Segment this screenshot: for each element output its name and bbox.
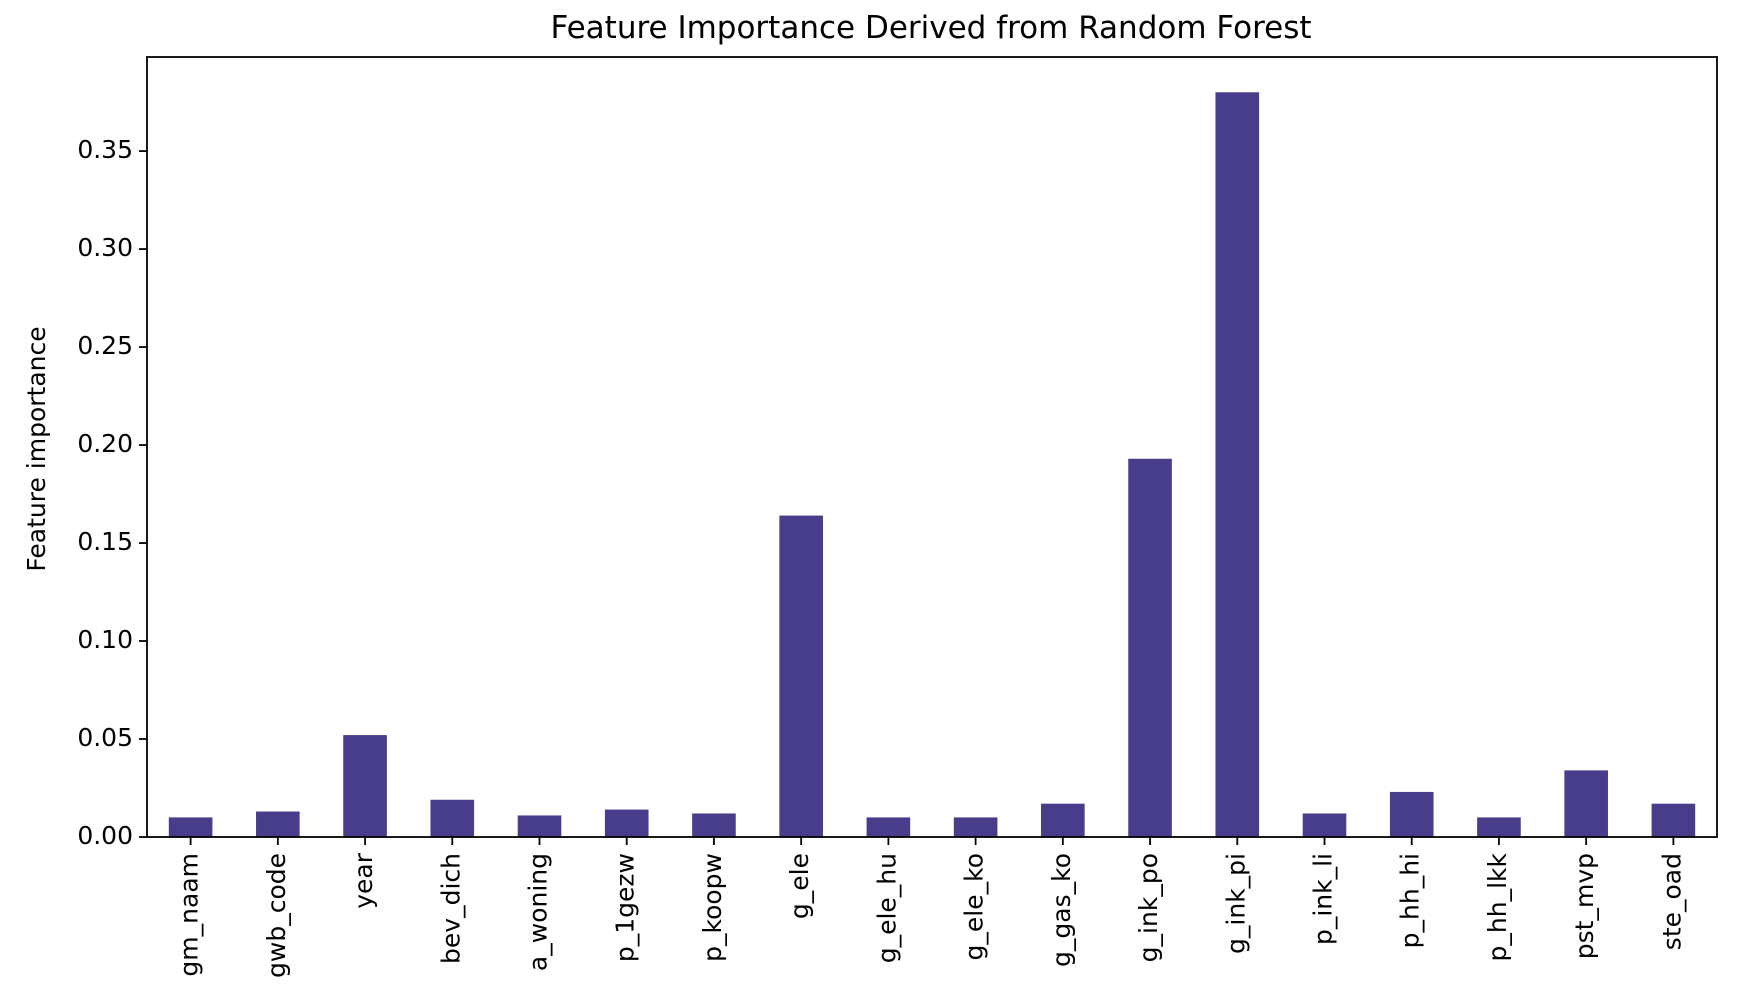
bar-g_ele_ko: [953, 817, 998, 837]
y-tick-label: 0.20: [77, 429, 133, 458]
y-tick-label: 0.10: [77, 625, 133, 654]
bar-ste_oad: [1651, 803, 1696, 837]
bars: [168, 92, 1696, 837]
bar-p_ink_li: [1302, 813, 1347, 837]
bar-p_koopw: [692, 813, 736, 837]
x-tick-label: gm_naam: [175, 853, 204, 977]
y-tick-label: 0.15: [77, 527, 133, 556]
y-tick-label: 0.35: [77, 135, 133, 164]
x-tick-label: gwb_code: [262, 853, 291, 978]
bar-gm_naam: [168, 817, 213, 837]
x-tick-label: g_ink_po: [1134, 853, 1163, 962]
bar-g_ele_hu: [866, 817, 911, 837]
x-tick-label: g_ele_ko: [960, 853, 989, 960]
x-tick-label: pst_mvp: [1570, 853, 1599, 959]
y-axis-label: Feature importance: [22, 326, 51, 571]
bar-g_gas_ko: [1041, 803, 1085, 837]
bar-pst_mvp: [1564, 770, 1608, 837]
x-tick-label: p_1gezw: [611, 853, 640, 962]
x-tick-label: p_hh_lkk: [1483, 852, 1512, 961]
y-tick-label: 0.30: [77, 233, 133, 262]
x-tick-label: year: [349, 852, 378, 908]
bar-p_hh_lkk: [1477, 817, 1521, 837]
bar-p_hh_hi: [1389, 791, 1434, 837]
y-tick-label: 0.05: [77, 723, 133, 752]
x-tick-label: p_koopw: [698, 853, 727, 962]
y-tick-label: 0.00: [77, 821, 133, 850]
x-axis-ticks: gm_naam gwb_code year bev_dich a_woning p_1ge…: [175, 837, 1686, 978]
bar-g_ele: [779, 515, 823, 837]
x-tick-label: bev_dich: [436, 853, 465, 964]
y-axis-ticks: 0.00 0.05 0.10 0.15 0.20 0.25 0.30 0.35: [77, 135, 147, 850]
x-tick-label: g_ele: [785, 853, 814, 919]
x-tick-label: p_hh_hi: [1396, 853, 1425, 948]
plot-area-frame: [146, 56, 1718, 838]
x-tick-label: g_ink_pi: [1221, 853, 1250, 954]
chart-title: Feature Importance Derived from Random F…: [550, 10, 1311, 46]
bar-year: [343, 735, 387, 837]
bar-a_woning: [517, 815, 562, 837]
bar-gwb_code: [256, 811, 300, 837]
x-tick-label: p_ink_li: [1309, 853, 1338, 945]
bar-g_ink_po: [1128, 458, 1172, 837]
bar-p_1gezw: [604, 809, 649, 837]
y-tick-label: 0.25: [77, 331, 133, 360]
x-tick-label: g_ele_hu: [872, 853, 901, 963]
x-tick-label: a_woning: [524, 853, 553, 971]
bar-g_ink_pi: [1215, 92, 1260, 837]
bar-bev_dich: [430, 799, 475, 837]
x-tick-label: g_gas_ko: [1047, 853, 1076, 967]
x-tick-label: ste_oad: [1657, 853, 1686, 950]
